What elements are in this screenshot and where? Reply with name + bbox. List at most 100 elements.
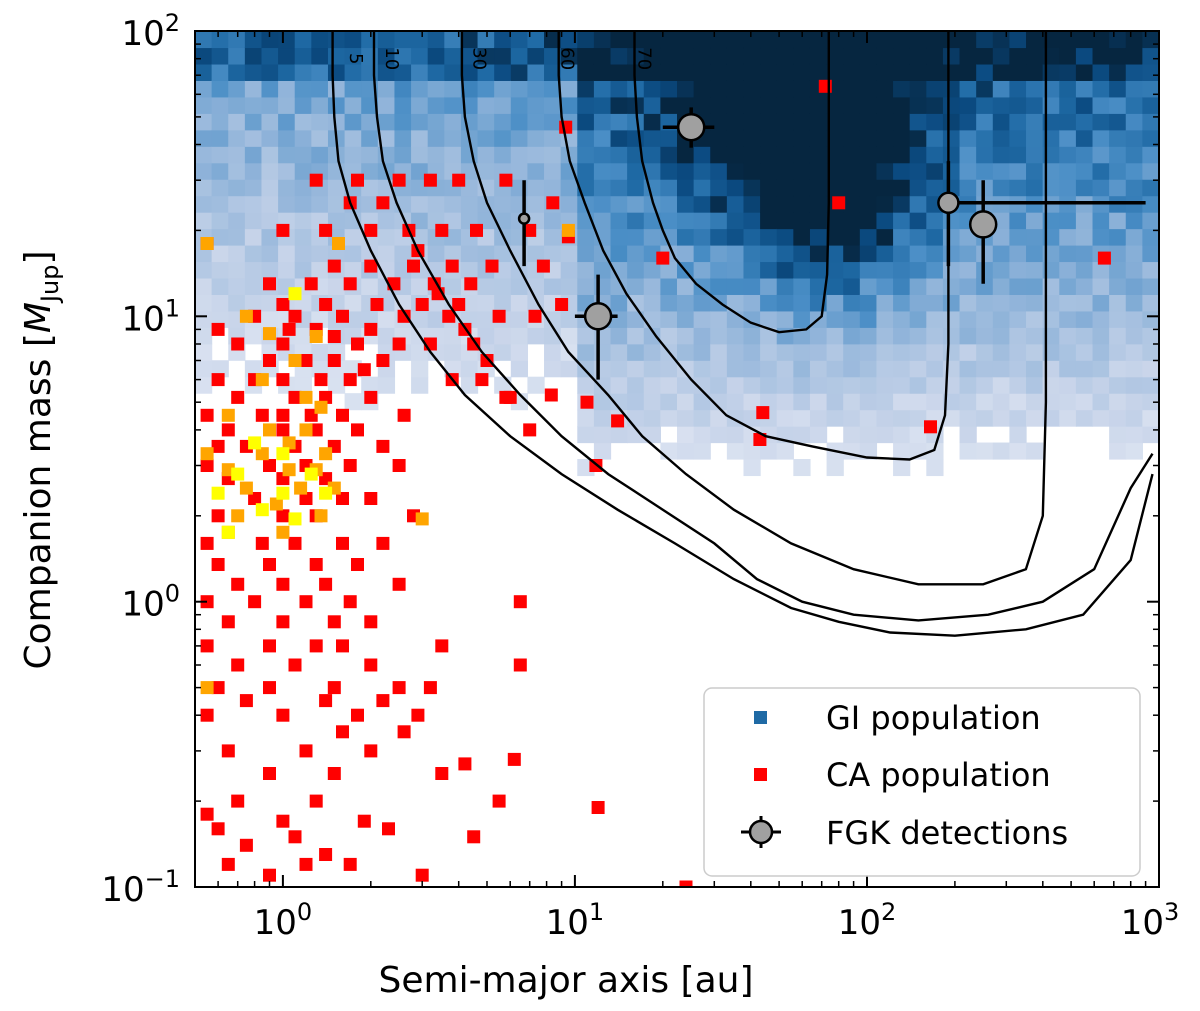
gi-density-cell — [942, 113, 961, 131]
gi-density-cell — [660, 327, 678, 345]
gi-density-cell — [394, 245, 412, 263]
gi-density-cell — [560, 96, 578, 114]
gi-density-cell — [793, 245, 811, 263]
gi-density-cell — [959, 277, 977, 295]
gi-density-cell — [909, 245, 927, 263]
ca-point-orange — [231, 509, 245, 523]
gi-density-cell — [527, 376, 545, 394]
gi-density-cell — [743, 80, 761, 98]
ca-point-red — [309, 173, 323, 187]
gi-density-cell — [926, 31, 944, 49]
gi-density-cell — [1092, 261, 1110, 279]
gi-density-cell — [228, 277, 246, 295]
gi-density-cell — [942, 245, 961, 263]
gi-density-cell — [793, 113, 811, 131]
gi-density-cell — [610, 96, 628, 114]
gi-density-cell — [494, 245, 512, 263]
gi-density-cell — [344, 245, 362, 263]
ca-point-red — [327, 259, 341, 273]
gi-density-cell — [660, 195, 678, 213]
gi-density-cell — [793, 162, 811, 180]
gi-density-cell — [710, 162, 728, 180]
gi-density-cell — [278, 179, 296, 197]
gi-density-cell — [577, 376, 595, 394]
gi-density-cell — [726, 179, 745, 197]
gi-density-cell — [211, 212, 229, 230]
gi-density-cell — [909, 277, 927, 295]
gi-density-cell — [627, 277, 645, 295]
gi-density-cell — [942, 80, 961, 98]
gi-density-cell — [427, 146, 445, 164]
gi-density-cell — [1009, 212, 1027, 230]
gi-density-cell — [294, 228, 312, 246]
gi-density-cell — [1009, 261, 1027, 279]
gi-density-cell — [643, 47, 661, 65]
gi-density-cell — [776, 360, 794, 378]
gi-density-cell — [477, 80, 495, 98]
gi-density-cell — [1059, 47, 1077, 65]
ca-point-red — [319, 694, 333, 708]
gi-density-cell — [510, 47, 529, 65]
gi-density-cell — [1092, 113, 1110, 131]
gi-density-cell — [1142, 277, 1159, 295]
gi-density-cell — [294, 31, 312, 49]
ca-point-red — [343, 857, 357, 871]
gi-density-cell — [228, 228, 246, 246]
ca-point-red — [343, 373, 357, 387]
gi-density-cell — [1109, 294, 1127, 312]
gi-density-cell — [1026, 146, 1044, 164]
gi-density-cell — [992, 80, 1011, 98]
gi-density-cell — [793, 409, 811, 427]
gi-density-cell — [1075, 31, 1094, 49]
gi-density-cell — [760, 360, 778, 378]
gi-density-cell — [743, 146, 761, 164]
gi-density-cell — [976, 129, 994, 147]
gi-density-cell — [361, 195, 379, 213]
gi-density-cell — [1075, 113, 1094, 131]
gi-density-cell — [660, 442, 678, 460]
ca-point-orange — [294, 481, 308, 495]
gi-density-cell — [494, 146, 512, 164]
gi-density-cell — [593, 409, 612, 427]
gi-density-cell — [959, 96, 977, 114]
gi-density-cell — [544, 31, 562, 49]
gi-density-cell — [327, 294, 346, 312]
gi-density-cell — [826, 179, 844, 197]
fgk-detections — [517, 107, 1146, 380]
ca-point-yellow — [221, 525, 235, 539]
gi-density-cell — [776, 294, 794, 312]
gi-density-cell — [809, 47, 828, 65]
gi-density-cell — [1075, 179, 1094, 197]
gi-density-cell — [1125, 294, 1143, 312]
gi-density-cell — [377, 31, 396, 49]
ca-point-red — [288, 309, 302, 323]
gi-density-cell — [510, 129, 529, 147]
gi-density-cell — [377, 63, 396, 81]
gi-density-cell — [577, 245, 595, 263]
gi-density-cell — [976, 327, 994, 345]
gi-density-cell — [959, 426, 977, 444]
gi-density-cell — [411, 277, 429, 295]
contour-10 — [372, 31, 1154, 622]
gi-density-cell — [1009, 162, 1027, 180]
gi-density-cell — [710, 146, 728, 164]
gi-density-cell — [228, 129, 246, 147]
gi-density-cell — [1059, 146, 1077, 164]
gi-density-cell — [643, 129, 661, 147]
gi-density-cell — [444, 113, 462, 131]
gi-density-cell — [826, 31, 844, 49]
gi-density-cell — [593, 80, 612, 98]
ca-point-orange — [269, 497, 283, 511]
gi-density-cell — [261, 80, 279, 98]
gi-density-cell — [959, 80, 977, 98]
gi-density-cell — [942, 31, 961, 49]
gi-density-cell — [793, 212, 811, 230]
gi-density-cell — [278, 146, 296, 164]
gi-density-cell — [1059, 261, 1077, 279]
gi-density-cell — [1059, 228, 1077, 246]
gi-density-cell — [1092, 80, 1110, 98]
gi-density-cell — [893, 393, 911, 411]
gi-density-cell — [544, 96, 562, 114]
gi-density-cell — [710, 261, 728, 279]
ca-point-yellow — [288, 512, 302, 526]
